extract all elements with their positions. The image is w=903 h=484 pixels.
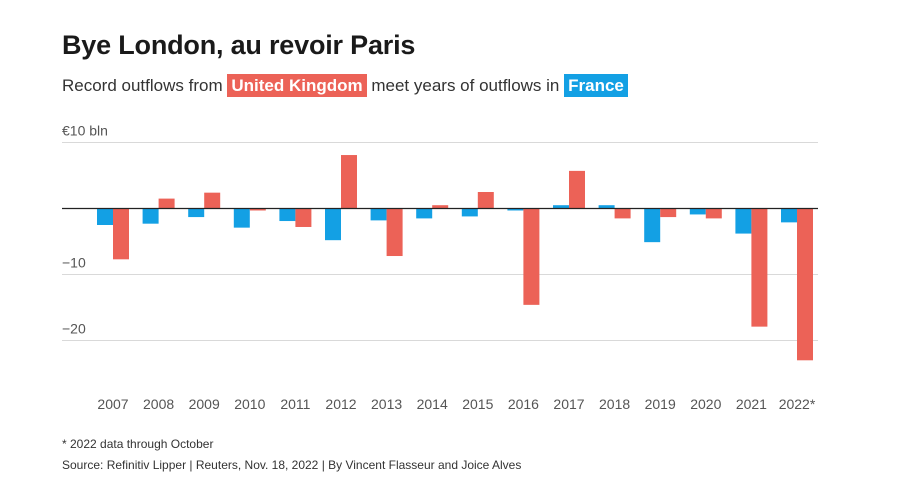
y-tick-label-3: −20 [62,321,86,337]
legend-uk-pill: United Kingdom [227,74,367,97]
bar-france-2017 [553,205,569,209]
bar-united-kingdom-2015 [477,192,494,209]
bar-france-2014 [416,208,433,219]
bar-united-kingdom-2017 [569,170,585,209]
x-tick-label-5: 2012 [325,396,356,412]
chart-title: Bye London, au revoir Paris [62,30,416,60]
x-tick-label-2: 2009 [189,396,220,412]
x-tick-label-11: 2018 [599,396,630,412]
x-tick-label-9: 2016 [508,396,539,412]
subtitle-text-pre: Record outflows from [62,76,223,95]
footnote: * 2022 data through October [62,437,214,451]
bar-france-2012 [325,208,341,241]
x-tick-label-6: 2013 [371,396,402,412]
x-tick-label-0: 2007 [97,396,128,412]
x-tick-label-15: 2022* [779,396,816,412]
bar-france-2007 [97,208,113,225]
bar-france-2022* [781,208,797,223]
x-tick-label-1: 2008 [143,396,174,412]
bar-united-kingdom-2009 [204,192,221,209]
x-tick-label-10: 2017 [553,396,584,412]
bar-united-kingdom-2008 [158,198,175,209]
bar-chart: €10 bln −10 −20 2007 2008 2009 2010 2011 2012 201… [62,123,818,413]
bar-layer [97,155,813,361]
y-tick-label-0: €10 bln [62,123,108,139]
x-tick-label-8: 2015 [462,396,493,412]
bar-united-kingdom-2016 [523,208,540,305]
bar-france-2015 [461,208,478,217]
bar-united-kingdom-2018 [614,208,631,219]
x-tick-label-3: 2010 [234,396,265,412]
bar-united-kingdom-2007 [113,208,129,260]
bar-united-kingdom-2021 [751,208,768,327]
grid-layer [62,142,818,341]
x-tick-label-13: 2020 [690,396,721,412]
bar-united-kingdom-2019 [660,208,677,218]
bar-united-kingdom-2022* [797,208,813,361]
bar-united-kingdom-2020 [705,208,722,219]
bar-france-2019 [644,208,661,243]
x-tick-label-12: 2019 [645,396,676,412]
bar-united-kingdom-2010 [249,208,266,211]
x-tick-label-7: 2014 [417,396,448,412]
label-layer: €10 bln −10 −20 2007 2008 2009 2010 2011 2012 201… [62,123,816,413]
bar-united-kingdom-2011 [295,208,312,227]
y-tick-label-2: −10 [62,255,86,271]
source-line: Source: Refinitiv Lipper | Reuters, Nov.… [62,458,522,472]
bar-france-2021 [735,208,752,234]
x-tick-label-4: 2011 [280,396,310,412]
subtitle-text-mid: meet years of outflows in [371,76,560,95]
x-tick-label-14: 2021 [736,396,767,412]
bar-united-kingdom-2012 [341,155,357,209]
bar-united-kingdom-2014 [432,205,449,209]
legend-france-pill: France [564,74,628,97]
bar-france-2016 [507,208,524,211]
bar-france-2009 [188,208,205,218]
bar-united-kingdom-2013 [386,208,403,257]
bar-france-2013 [370,208,387,221]
bar-france-2010 [233,208,250,228]
chart-subtitle: Record outflows from United Kingdom meet… [62,74,628,97]
bar-france-2011 [279,208,296,222]
bar-france-2018 [598,205,615,209]
bar-france-2008 [142,208,159,224]
bar-france-2020 [689,208,706,215]
